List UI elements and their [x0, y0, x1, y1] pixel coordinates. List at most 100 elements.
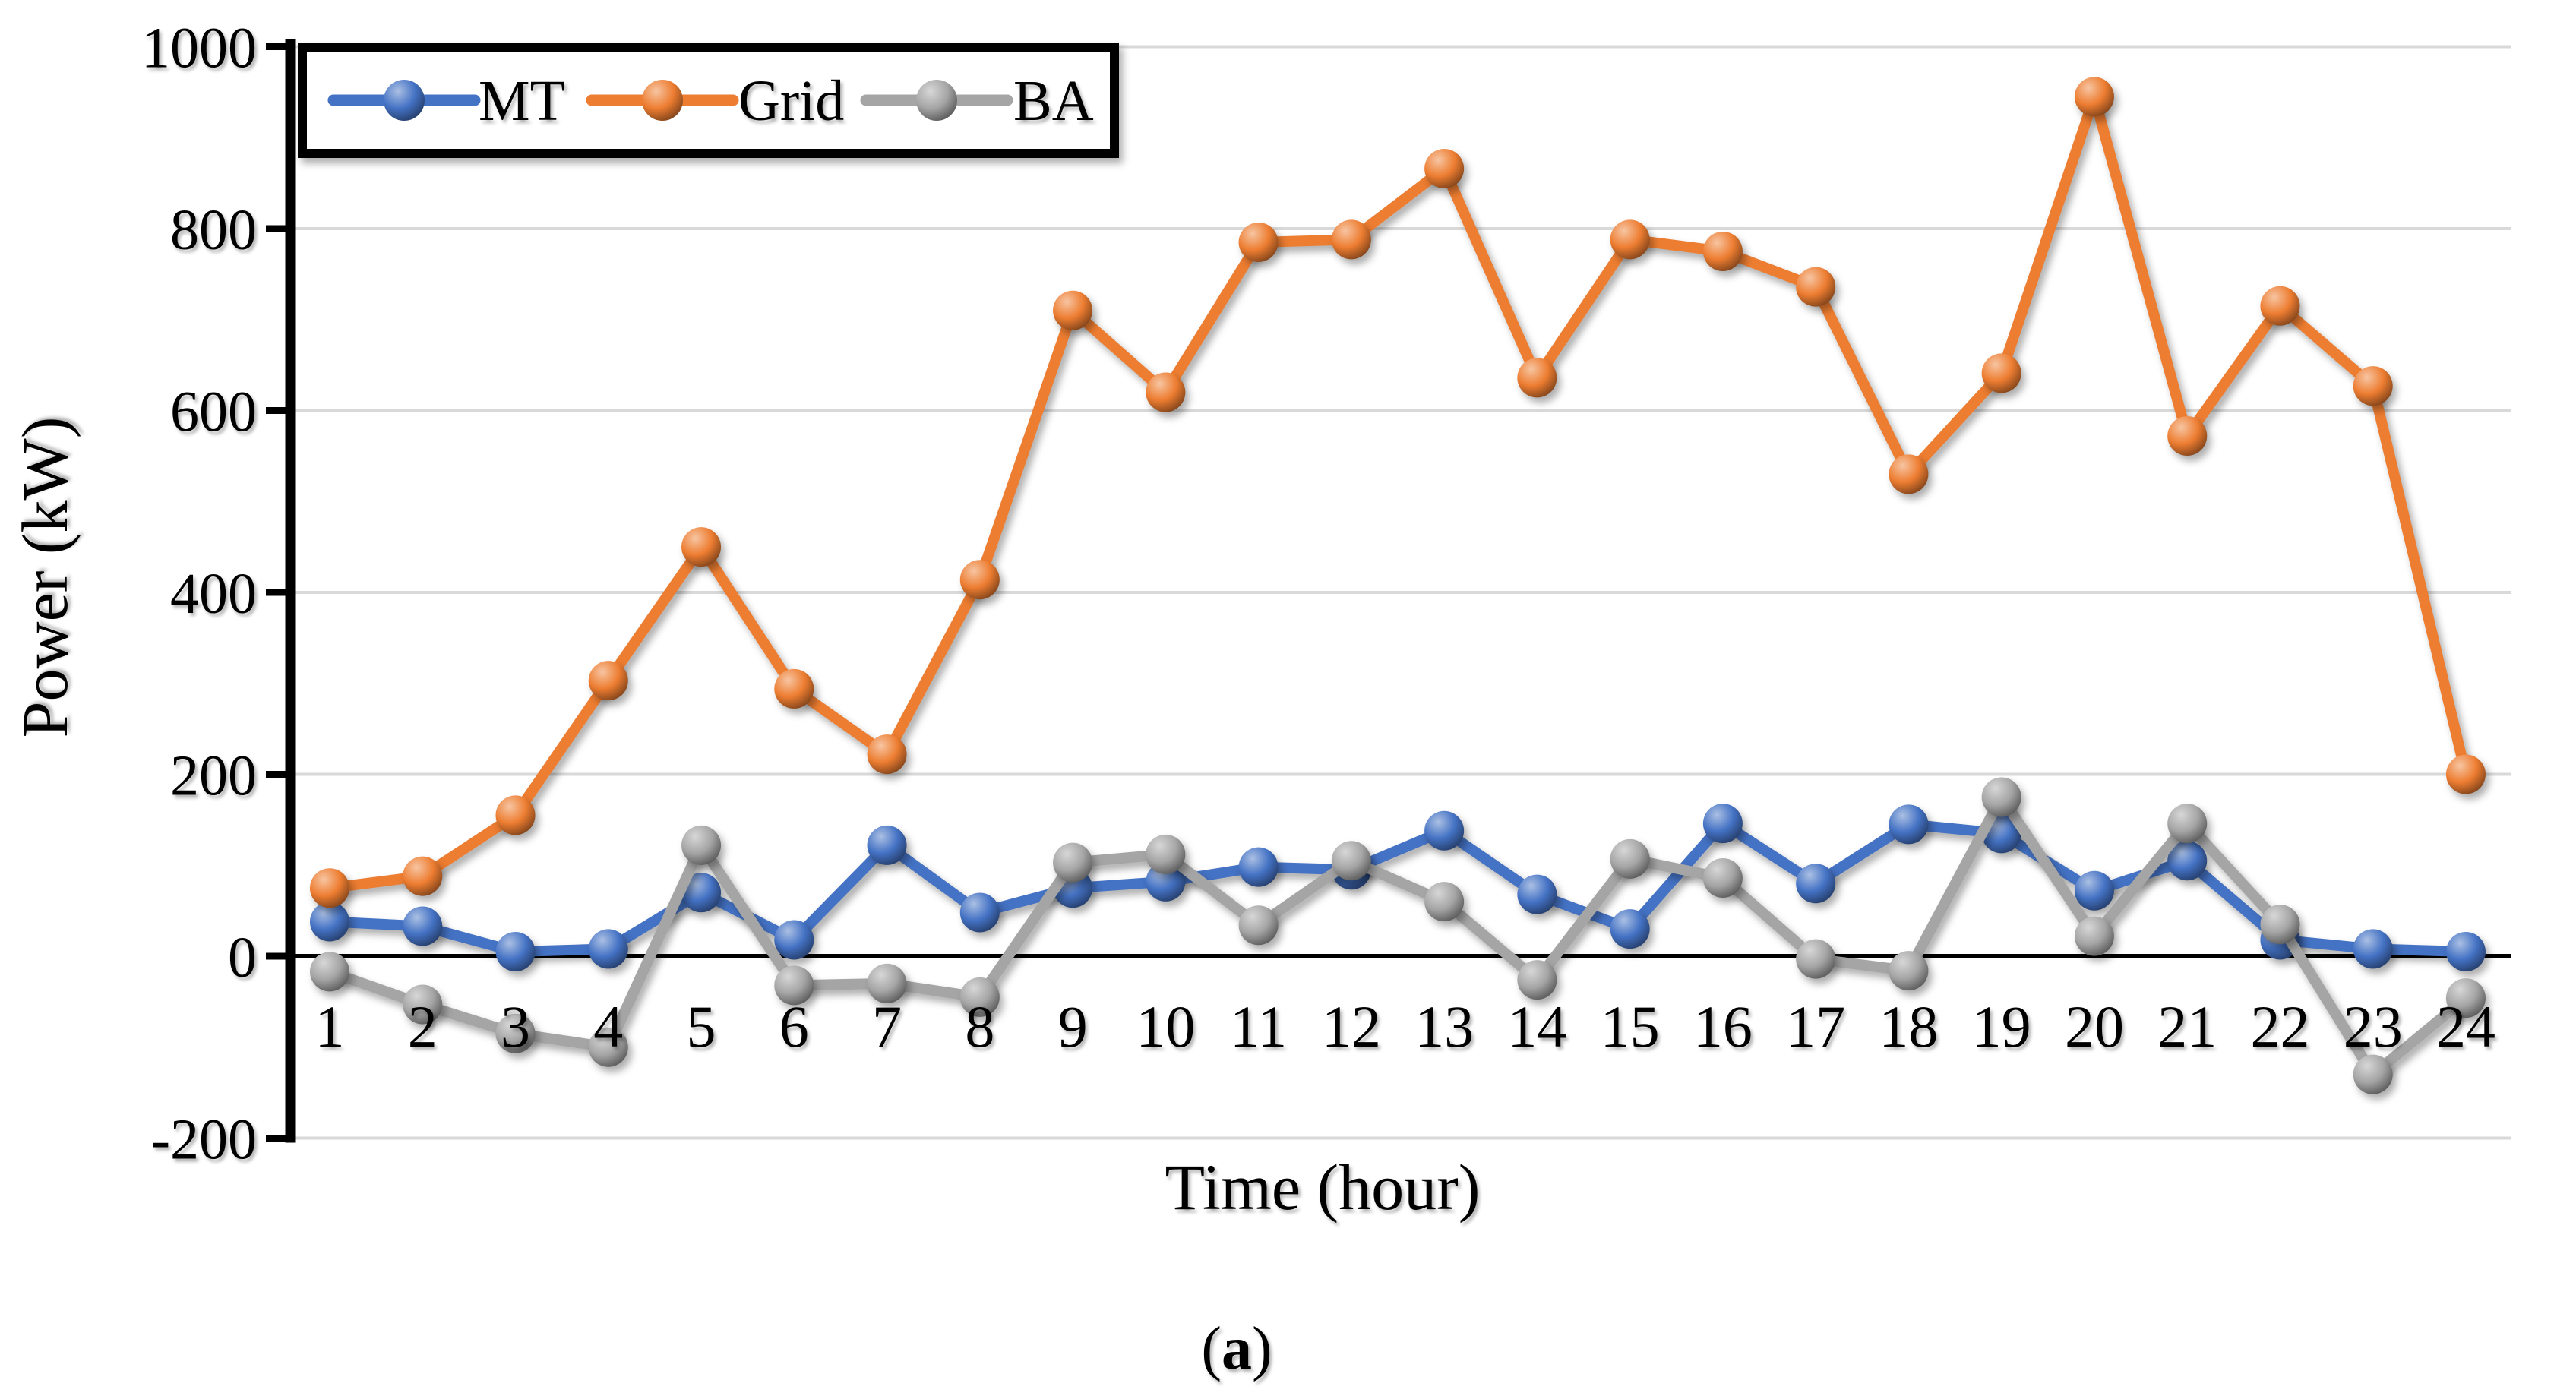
data-point-mt-h14: [1517, 874, 1557, 914]
y-axis-title: Power (kW): [8, 417, 81, 738]
data-point-grid-h16: [1702, 231, 1743, 271]
x-tick-label-4: 4: [593, 993, 623, 1060]
data-point-grid-h5: [681, 527, 722, 567]
x-tick-label-1: 1: [315, 993, 345, 1060]
axes: [266, 39, 296, 1143]
data-point-grid-h3: [495, 795, 536, 835]
data-point-ba-h13: [1424, 882, 1465, 922]
data-point-ba-h17: [1796, 939, 1836, 979]
legend-label-ba: BA: [1013, 69, 1094, 133]
data-point-grid-h12: [1331, 219, 1371, 260]
series-layer: [310, 77, 2486, 1094]
x-tick-label-9: 9: [1058, 993, 1088, 1060]
legend-marker-mt: [384, 80, 425, 121]
data-point-mt-h5: [681, 873, 722, 913]
y-tick-label-0: 0: [228, 926, 257, 990]
y-tick-label-400: 400: [170, 562, 257, 626]
figure-caption: (a): [1201, 1315, 1272, 1382]
data-point-grid-h20: [2074, 77, 2114, 117]
data-point-ba-h3: [495, 1013, 536, 1053]
data-point-mt-h18: [1889, 804, 1929, 845]
data-point-ba-h9: [1053, 842, 1093, 883]
legend-item-mt: MT: [327, 69, 565, 133]
data-point-mt-h21: [2167, 841, 2208, 881]
x-tick-label-10: 10: [1136, 993, 1195, 1060]
series-mt: [310, 804, 2486, 972]
data-point-mt-h8: [959, 892, 1000, 933]
x-tick-label-8: 8: [965, 993, 994, 1060]
data-point-mt-h11: [1238, 847, 1279, 887]
data-point-grid-h2: [403, 856, 443, 896]
x-tick-label-23: 23: [2344, 993, 2403, 1060]
data-point-grid-h13: [1424, 148, 1465, 188]
data-point-ba-h16: [1702, 858, 1743, 898]
data-point-grid-h19: [1981, 353, 2021, 393]
data-point-grid-h21: [2167, 416, 2208, 456]
data-point-ba-h11: [1238, 905, 1279, 946]
series-line-ba: [324, 791, 2471, 1080]
x-tick-label-22: 22: [2250, 993, 2309, 1060]
x-tick-label-17: 17: [1786, 993, 1845, 1060]
data-point-grid-h18: [1889, 454, 1929, 494]
y-tick-label-200: 200: [170, 744, 257, 808]
x-tick-label-13: 13: [1414, 993, 1474, 1060]
data-point-mt-h7: [867, 825, 907, 865]
x-tick-label-12: 12: [1322, 993, 1381, 1060]
data-point-ba-h10: [1146, 834, 1186, 874]
y-tick-label-1000: 1000: [141, 17, 257, 81]
series-line-mt: [324, 818, 2471, 958]
x-tick-label-19: 19: [1972, 993, 2031, 1060]
data-point-grid-h10: [1146, 372, 1186, 412]
data-point-ba-h4: [588, 1027, 628, 1067]
data-point-mt-h13: [1424, 810, 1465, 851]
data-point-grid-h15: [1610, 219, 1650, 260]
x-tick-label-20: 20: [2065, 993, 2124, 1060]
series-line-grid: [324, 91, 2471, 894]
x-tick-label-2: 2: [408, 993, 438, 1060]
data-point-grid-h8: [959, 560, 1000, 600]
x-axis-title: Time (hour): [1165, 1151, 1481, 1224]
x-tick-label-14: 14: [1507, 993, 1566, 1060]
data-point-mt-h20: [2074, 870, 2114, 911]
legend: MT Grid BA: [298, 43, 1119, 158]
series-ba: [310, 777, 2486, 1094]
data-point-ba-h6: [774, 965, 814, 1006]
data-point-ba-h19: [1981, 777, 2021, 817]
legend-label-grid: Grid: [738, 69, 844, 133]
y-tick-label-800: 800: [170, 198, 257, 262]
data-point-grid-h14: [1517, 358, 1557, 398]
data-point-ba-h24: [2445, 978, 2486, 1018]
data-point-grid-h4: [588, 661, 628, 701]
data-point-mt-h23: [2353, 929, 2393, 969]
data-point-grid-h9: [1053, 290, 1093, 330]
data-point-ba-h21: [2167, 804, 2208, 844]
data-point-grid-h24: [2445, 754, 2486, 794]
legend-item-ba: BA: [860, 69, 1094, 133]
data-point-mt-h6: [774, 920, 814, 960]
data-point-ba-h7: [867, 963, 907, 1003]
data-point-mt-h10: [1146, 861, 1186, 902]
data-point-ba-h22: [2260, 905, 2300, 945]
data-point-mt-h1: [310, 902, 349, 942]
y-tick-label-600: 600: [170, 381, 257, 444]
gridlines: [290, 45, 2511, 1140]
x-tick-label-21: 21: [2157, 993, 2217, 1060]
data-point-grid-h23: [2353, 366, 2393, 406]
x-tick-label-7: 7: [872, 993, 902, 1060]
x-tick-label-24: 24: [2436, 993, 2495, 1060]
data-point-mt-h17: [1796, 864, 1836, 904]
data-point-ba-h18: [1889, 951, 1929, 991]
x-tick-label-15: 15: [1601, 993, 1660, 1060]
data-point-grid-h11: [1238, 222, 1279, 262]
data-point-ba-h20: [2074, 916, 2114, 956]
x-tick-label-6: 6: [779, 993, 809, 1060]
data-point-grid-h7: [867, 734, 907, 775]
data-point-mt-h16: [1702, 804, 1743, 844]
data-point-grid-h1: [310, 868, 349, 908]
legend-marker-grid: [642, 80, 683, 121]
data-point-ba-h8: [959, 977, 1000, 1017]
data-point-mt-h2: [403, 906, 443, 946]
